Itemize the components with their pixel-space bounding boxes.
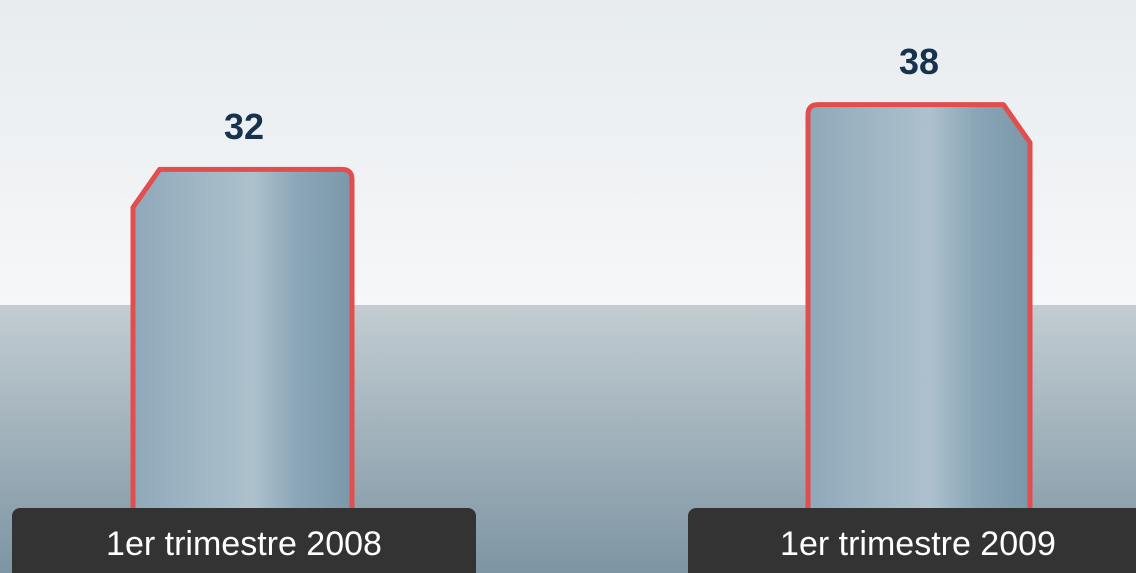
value-label: 32 — [224, 106, 264, 147]
bar — [805, 102, 1033, 535]
category-box — [688, 508, 1136, 573]
bars: 32 38 — [130, 41, 1033, 535]
x-tick-label: 1er trimestre 2009 — [780, 525, 1056, 563]
bar — [130, 166, 355, 535]
labels: 1er trimestre 2008 1er trimestre 2009 — [12, 508, 1136, 573]
value-label: 38 — [899, 41, 939, 82]
x-tick-label: 1er trimestre 2008 — [106, 525, 382, 563]
category-box — [12, 508, 476, 573]
